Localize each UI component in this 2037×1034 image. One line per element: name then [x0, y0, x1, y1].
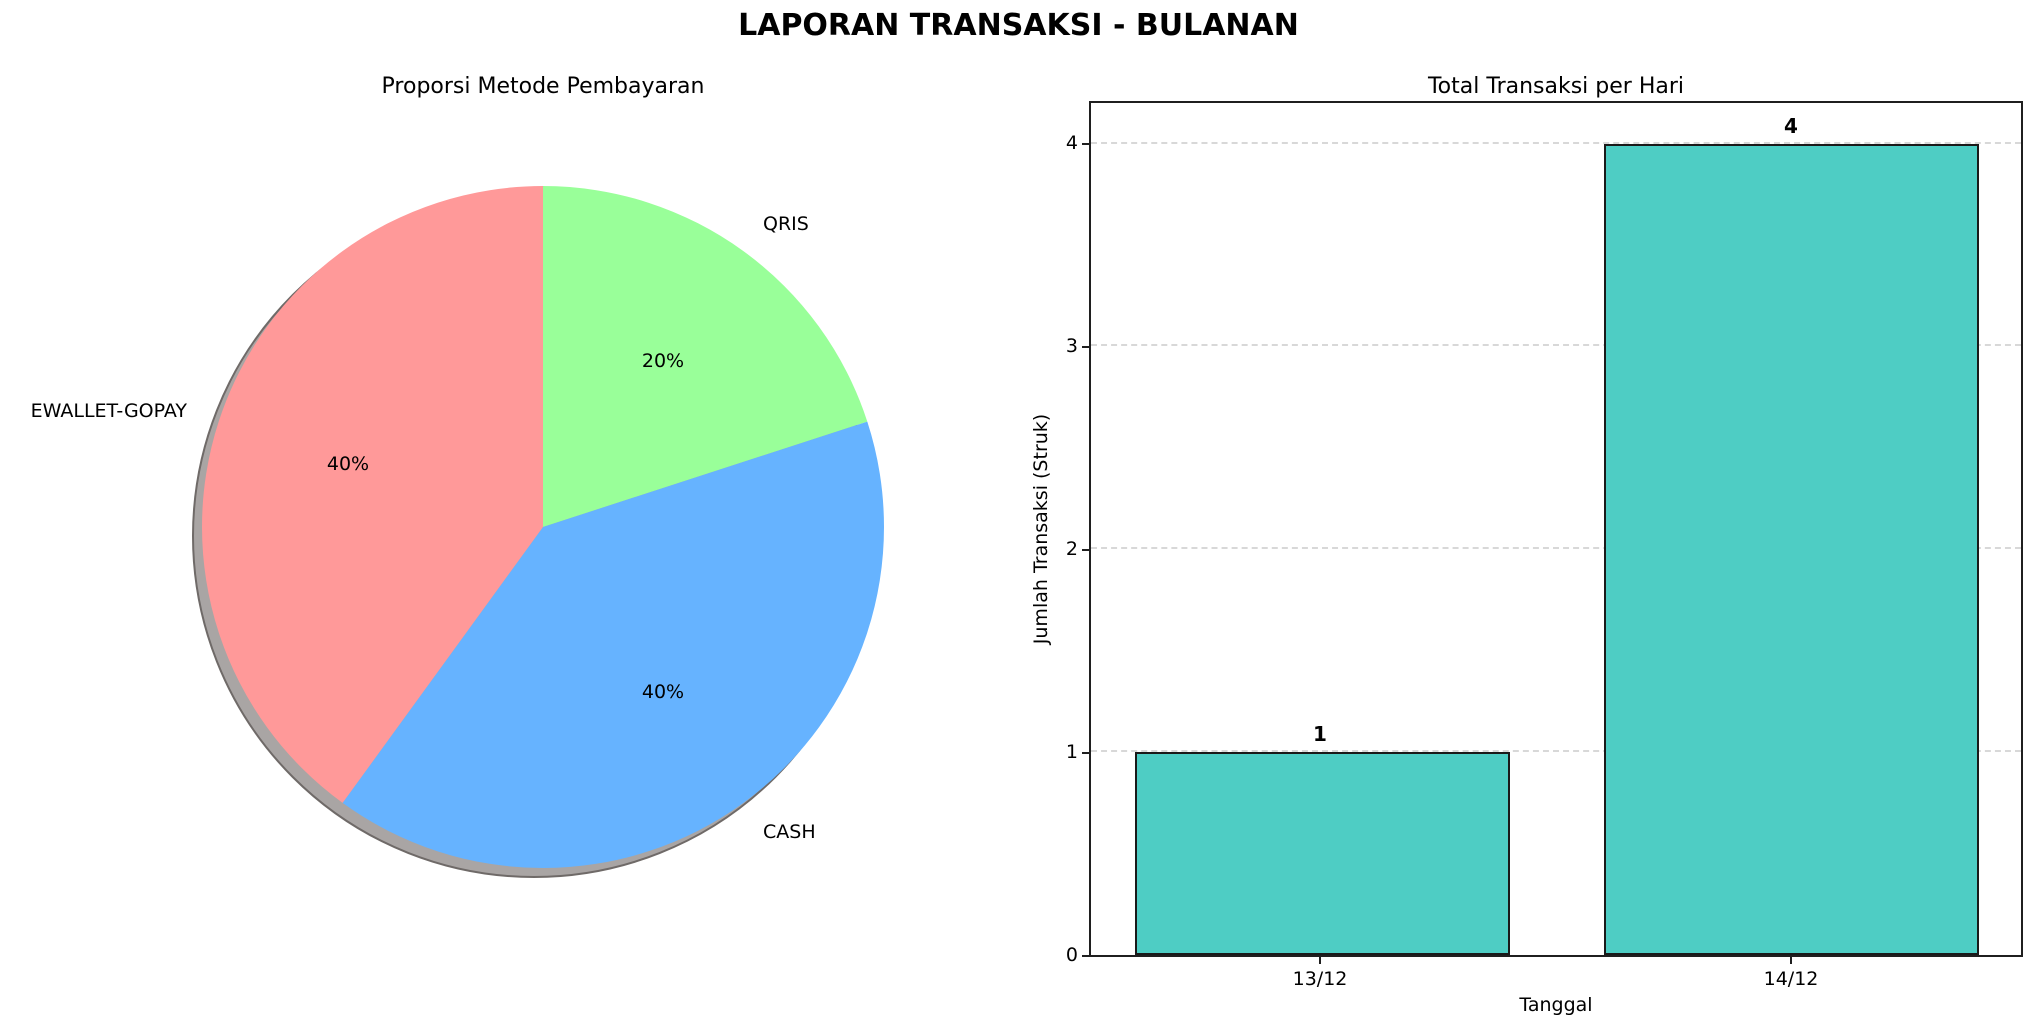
pie-chart — [192, 186, 884, 878]
pie-slice-ewallet-gopay — [201, 186, 543, 803]
y-tick-label-3: 3 — [1065, 335, 1078, 357]
pie-label-ewallet-gopay: EWALLET-GOPAY — [30, 400, 187, 422]
pie-slice-qris — [543, 186, 868, 527]
pie-pct-cash: 40% — [641, 681, 685, 703]
x-tick-14-12 — [1790, 957, 1792, 964]
pie-slice-cash — [342, 421, 884, 868]
y-tick-2 — [1082, 549, 1089, 551]
bar-title: Total Transaksi per Hari — [1427, 74, 1685, 99]
x-tick-13-12 — [1319, 957, 1321, 964]
y-tick-label-0: 0 — [1065, 944, 1078, 966]
x-tick-label-13-12: 13/12 — [1292, 968, 1348, 990]
gridline-y1 — [1091, 750, 2021, 752]
figure-title: LAPORAN TRANSAKSI - BULANAN — [738, 8, 1299, 43]
y-tick-0 — [1082, 955, 1089, 957]
bar-value-label-14-12: 4 — [1784, 114, 1798, 138]
y-tick-label-2: 2 — [1065, 538, 1078, 560]
y-tick-3 — [1082, 346, 1089, 348]
pie-title: Proporsi Metode Pembayaran — [381, 74, 705, 99]
bar-14-12 — [1604, 144, 1979, 955]
pie-label-cash: CASH — [763, 821, 816, 843]
pie-label-qris: QRIS — [763, 213, 809, 235]
y-tick-label-1: 1 — [1065, 741, 1078, 763]
x-axis-label: Tanggal — [1519, 994, 1593, 1016]
bar-chart-plot — [1089, 101, 2023, 957]
gridline-y3 — [1091, 344, 2021, 346]
gridline-y2 — [1091, 547, 2021, 549]
gridline-y4 — [1091, 142, 2021, 144]
bar-13-12 — [1135, 752, 1510, 955]
y-axis-label: Jumlah Transaksi (Struk) — [1030, 413, 1052, 645]
y-tick-1 — [1082, 752, 1089, 754]
x-tick-label-14-12: 14/12 — [1763, 968, 1819, 990]
pie-pct-ewallet-gopay: 40% — [326, 453, 370, 475]
bar-value-label-13-12: 1 — [1313, 722, 1327, 746]
y-tick-label-4: 4 — [1065, 132, 1078, 154]
pie-pct-qris: 20% — [641, 350, 685, 372]
y-tick-4 — [1082, 143, 1089, 145]
